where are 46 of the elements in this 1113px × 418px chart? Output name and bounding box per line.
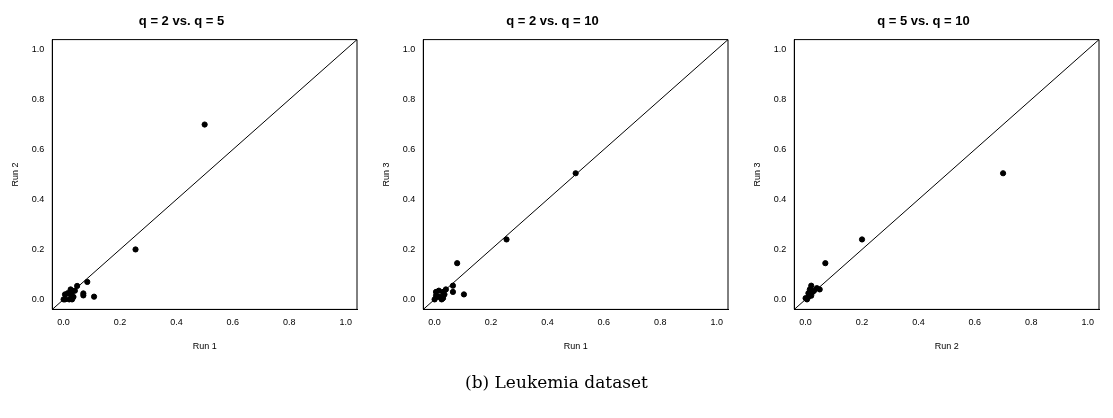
x-tick-label: 0.8: [283, 317, 296, 328]
y-tick-label: 0.0: [402, 293, 416, 304]
x-tick-label: 0.2: [484, 317, 498, 328]
y-tick-label: 0.6: [773, 144, 787, 154]
chart-title: q = 2 vs. q = 10: [506, 13, 599, 29]
x-tick-label: 0.0: [428, 317, 441, 328]
y-tick-label: 0.6: [31, 144, 45, 154]
x-tick-label: 1.0: [710, 317, 723, 328]
text: (b) Leukemia dataset: [464, 372, 649, 392]
x-tick-label: 0.4: [170, 317, 183, 328]
y-tick-label: 1.0: [402, 44, 416, 55]
x-tick-label: 0.6: [226, 317, 240, 328]
y-tick-label: 0.6: [402, 144, 416, 154]
x-tick-label: 0.8: [1025, 317, 1038, 328]
chart-title: q = 5 vs. q = 10: [877, 13, 970, 29]
x-tick-label: 0.6: [968, 317, 982, 328]
x-tick-label: 0.4: [912, 317, 925, 328]
y-tick-label: 0.2: [402, 243, 416, 254]
y-axis-title: Run 3: [380, 162, 391, 187]
x-tick-label: 0.2: [113, 317, 127, 328]
chart-title: q = 2 vs. q = 5: [138, 13, 225, 29]
x-tick-label: 1.0: [1081, 317, 1094, 328]
y-tick-label: 0.4: [402, 193, 416, 204]
y-axis-title: Run 2: [9, 162, 20, 187]
y-tick-label: 0.8: [402, 94, 416, 105]
y-tick-label: 0.8: [773, 94, 787, 105]
y-tick-label: 0.4: [773, 193, 787, 204]
x-axis-title: Run 2: [934, 341, 959, 352]
x-tick-label: 0.6: [597, 317, 611, 328]
x-tick-label: 0.8: [654, 317, 667, 328]
y-tick-label: 0.0: [31, 293, 45, 304]
x-axis-title: Run 1: [563, 341, 588, 352]
x-tick-label: 0.0: [799, 317, 812, 328]
y-tick-label: 1.0: [773, 44, 787, 55]
y-axis-title: Run 3: [751, 162, 762, 187]
y-tick-label: 1.0: [31, 44, 45, 55]
y-tick-label: 0.8: [31, 94, 45, 105]
x-tick-label: 0.4: [541, 317, 554, 328]
y-tick-label: 0.2: [773, 243, 787, 254]
x-tick-label: 0.0: [57, 317, 70, 328]
x-tick-label: 0.2: [855, 317, 869, 328]
x-tick-label: 1.0: [339, 317, 352, 328]
y-tick-label: 0.4: [31, 193, 45, 204]
y-tick-label: 0.0: [773, 293, 787, 304]
y-tick-label: 0.2: [31, 243, 45, 254]
x-axis-title: Run 1: [192, 341, 217, 352]
